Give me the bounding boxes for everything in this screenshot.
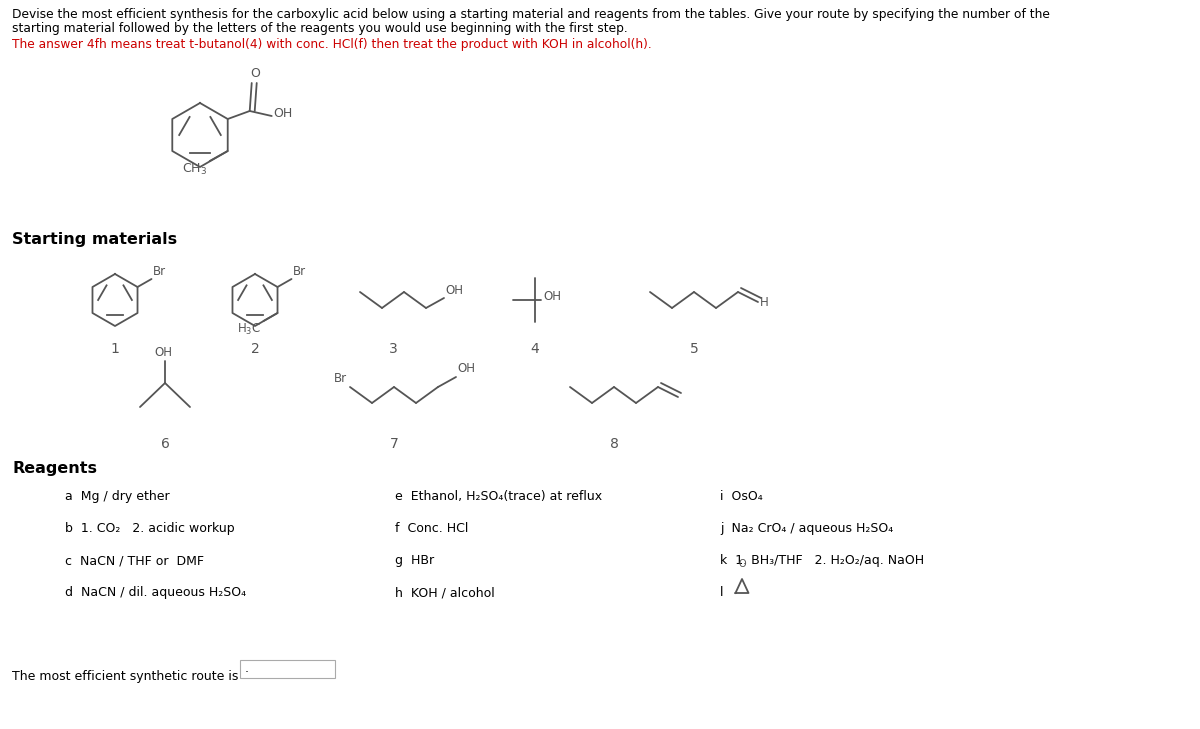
FancyBboxPatch shape [240, 660, 335, 678]
Text: OH: OH [154, 346, 172, 359]
Text: a  Mg / dry ether: a Mg / dry ether [65, 490, 169, 503]
Text: 2: 2 [251, 342, 259, 356]
Text: Br: Br [293, 265, 306, 278]
Text: c  NaCN / THF or  DMF: c NaCN / THF or DMF [65, 554, 204, 567]
Text: 5: 5 [690, 342, 698, 356]
Text: 7: 7 [390, 437, 398, 451]
Text: Devise the most efficient synthesis for the carboxylic acid below using a starti: Devise the most efficient synthesis for … [12, 8, 1050, 21]
Text: f  Conc. HCl: f Conc. HCl [395, 522, 468, 535]
Text: Reagents: Reagents [12, 461, 97, 476]
Text: OH: OH [274, 106, 293, 120]
Text: 6: 6 [161, 437, 169, 451]
Text: O: O [250, 67, 259, 80]
Text: The most efficient synthetic route is: The most efficient synthetic route is [12, 670, 239, 683]
Text: .: . [245, 663, 250, 676]
Text: l: l [720, 586, 724, 599]
Text: 3: 3 [389, 342, 397, 356]
Text: CH$_3$: CH$_3$ [181, 162, 206, 177]
Text: 1: 1 [110, 342, 120, 356]
Text: O: O [738, 559, 746, 569]
Text: The answer 4fh means treat t-butanol(4) with conc. HCl(f) then treat the product: The answer 4fh means treat t-butanol(4) … [12, 38, 652, 51]
Text: H$_3$C: H$_3$C [238, 322, 262, 337]
Text: e  Ethanol, H₂SO₄(trace) at reflux: e Ethanol, H₂SO₄(trace) at reflux [395, 490, 602, 503]
Text: i  OsO₄: i OsO₄ [720, 490, 763, 503]
Text: Starting materials: Starting materials [12, 232, 178, 247]
Text: OH: OH [542, 289, 562, 303]
Text: Br: Br [152, 265, 166, 278]
Text: d  NaCN / dil. aqueous H₂SO₄: d NaCN / dil. aqueous H₂SO₄ [65, 586, 246, 599]
Text: OH: OH [457, 362, 475, 375]
Text: k  1. BH₃/THF   2. H₂O₂/aq. NaOH: k 1. BH₃/THF 2. H₂O₂/aq. NaOH [720, 554, 924, 567]
Text: g  HBr: g HBr [395, 554, 434, 567]
Text: OH: OH [445, 284, 463, 297]
Text: j  Na₂ CrO₄ / aqueous H₂SO₄: j Na₂ CrO₄ / aqueous H₂SO₄ [720, 522, 893, 535]
Text: H: H [760, 295, 769, 308]
Text: 8: 8 [610, 437, 618, 451]
Text: 4: 4 [530, 342, 539, 356]
Text: h  KOH / alcohol: h KOH / alcohol [395, 586, 494, 599]
Text: b  1. CO₂   2. acidic workup: b 1. CO₂ 2. acidic workup [65, 522, 235, 535]
Text: Br: Br [334, 372, 347, 385]
Text: starting material followed by the letters of the reagents you would use beginnin: starting material followed by the letter… [12, 22, 628, 35]
